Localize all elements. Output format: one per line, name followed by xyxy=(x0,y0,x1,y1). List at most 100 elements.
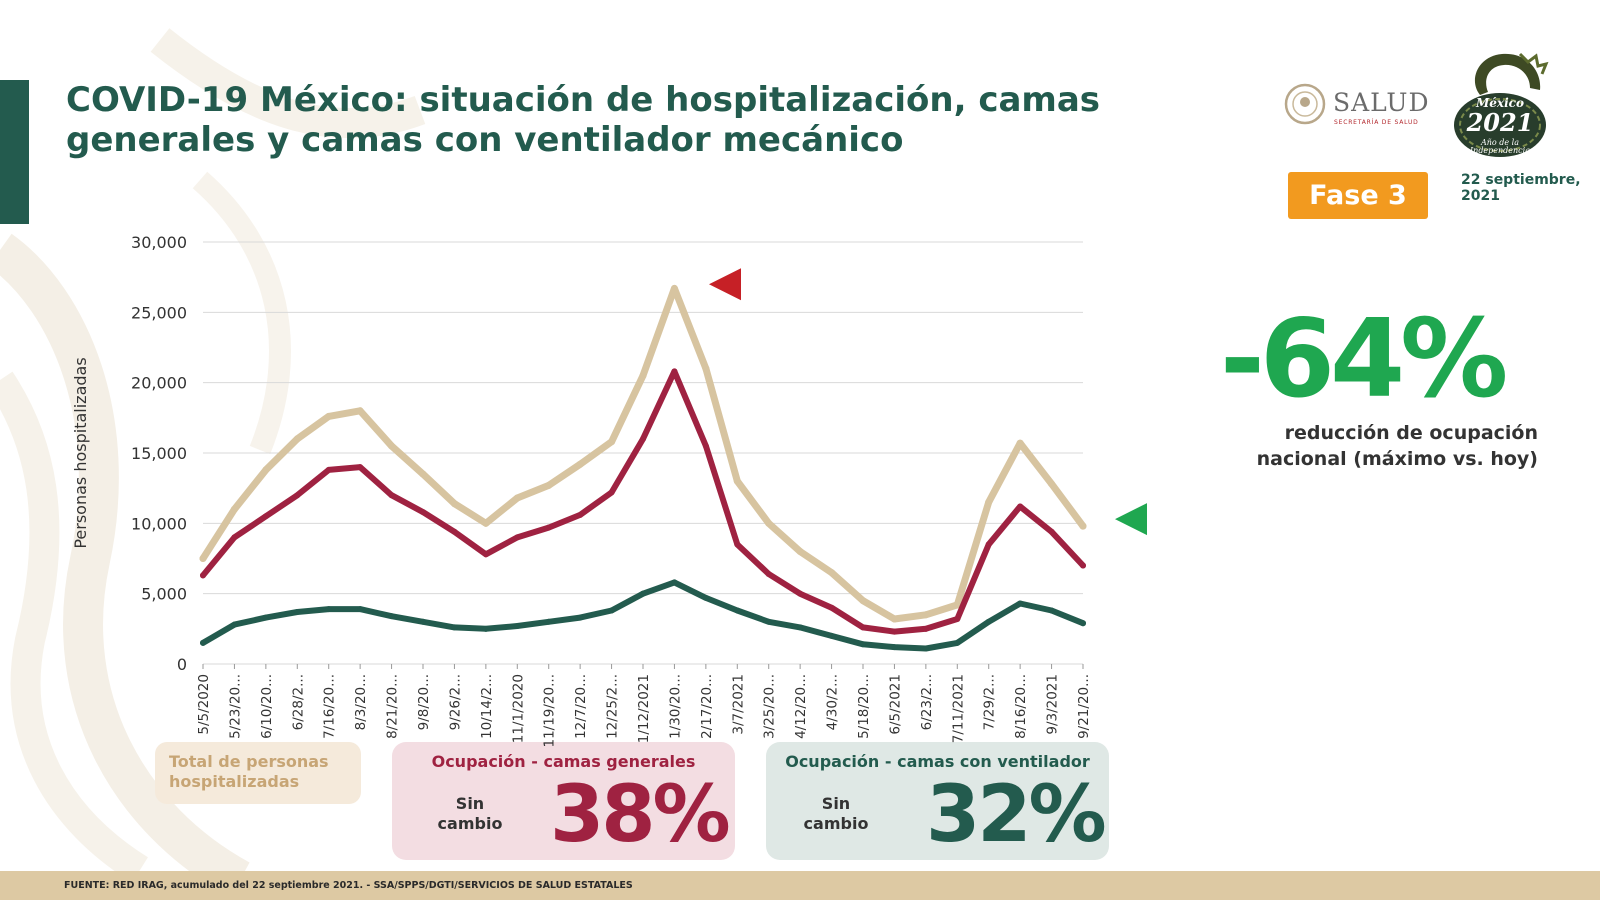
series-0-point xyxy=(702,365,710,373)
series-0-point xyxy=(230,505,238,513)
y-tick-label: 20,000 xyxy=(131,374,187,393)
series-1-point xyxy=(577,511,584,518)
series-1-point xyxy=(1017,503,1024,510)
series-1-point xyxy=(671,368,678,375)
x-tick-label: 12/25/2... xyxy=(605,674,621,739)
series-0-point xyxy=(450,500,458,508)
x-tick-label: 6/5/2021 xyxy=(887,674,903,735)
series-1-point xyxy=(922,625,929,632)
series-2-point xyxy=(608,607,615,614)
footer: FUENTE: RED IRAG, acumulado del 22 septi… xyxy=(0,871,1600,900)
series-1-point xyxy=(1080,562,1086,569)
series-1-point xyxy=(482,551,489,558)
series-0-point xyxy=(293,435,301,443)
card-general-value: 38% xyxy=(550,770,731,860)
series-0-point xyxy=(1016,439,1024,447)
series-1-point xyxy=(231,534,238,541)
card-general-title: Ocupación - camas generales xyxy=(431,752,696,771)
series-0-point xyxy=(419,470,427,478)
series-1-point xyxy=(640,435,646,442)
series-2-point xyxy=(797,624,804,631)
series-0-point xyxy=(545,481,553,489)
y-tick-label: 25,000 xyxy=(131,303,187,322)
card-ventilator-status: Sin cambio xyxy=(803,794,869,833)
series-2-point xyxy=(388,613,395,620)
kpi-description: reducción de ocupación nacional (máximo … xyxy=(1256,422,1538,470)
x-tick-label: 8/21/20... xyxy=(385,674,401,739)
x-tick-label: 5/18/20... xyxy=(856,674,872,739)
series-0-point xyxy=(670,284,678,292)
series-0-point xyxy=(765,519,773,527)
report-date: 22 septiembre, 2021 xyxy=(1461,172,1581,204)
series-0-point xyxy=(828,569,836,577)
x-tick-label: 4/12/20... xyxy=(793,674,809,739)
card-general-status: Sin cambio xyxy=(437,794,503,833)
series-0-point xyxy=(922,611,930,619)
series-0-point xyxy=(859,597,867,605)
series-0-point xyxy=(1048,480,1056,488)
series-2-point xyxy=(1080,620,1086,627)
x-tick-label: 2/17/20... xyxy=(699,674,715,739)
series-0-point xyxy=(262,466,270,474)
series-1-point xyxy=(828,604,835,611)
card-ventilator-title: Ocupación - camas con ventilador xyxy=(785,752,1090,771)
series-1-point xyxy=(954,615,961,622)
series-2-point xyxy=(860,641,866,648)
x-tick-label: 8/16/20... xyxy=(1013,674,1029,739)
series-1-point xyxy=(608,489,615,496)
phase-badge: Fase 3 xyxy=(1288,172,1428,219)
series-1-point xyxy=(451,528,458,535)
x-tick-label: 7/11/2021 xyxy=(950,674,966,743)
series-2-point xyxy=(765,618,772,625)
x-tick-label: 12/7/20... xyxy=(573,674,589,739)
salud-logo-subtext: SECRETARÍA DE SALUD xyxy=(1334,119,1419,126)
series-1-point xyxy=(1048,528,1055,535)
series-2-point xyxy=(357,606,364,613)
series-0-point xyxy=(482,519,490,527)
series-line-0 xyxy=(199,284,1087,623)
series-0-point xyxy=(639,372,647,380)
x-tick-label: 3/25/20... xyxy=(762,674,778,739)
series-0-point xyxy=(199,555,207,562)
series-1-point xyxy=(262,513,269,520)
x-tick-label: 3/7/2021 xyxy=(730,674,746,735)
series-0-point xyxy=(388,442,396,450)
series-1-point xyxy=(514,534,521,541)
series-2-point xyxy=(922,645,929,652)
y-axis-label: Personas hospitalizadas xyxy=(71,357,90,548)
card-ventilator-value: 32% xyxy=(926,770,1107,860)
series-2-point xyxy=(954,639,961,646)
x-tick-label: 11/1/2020 xyxy=(510,674,526,743)
series-1-point xyxy=(388,492,395,499)
x-tick-label: 10/14/2... xyxy=(479,674,495,739)
series-1-point xyxy=(420,509,426,516)
x-tick-label: 6/23/2... xyxy=(919,674,935,730)
series-0-point xyxy=(325,412,333,420)
x-tick-label: 9/21/20... xyxy=(1076,674,1092,739)
x-tick-label: 9/3/2021 xyxy=(1045,674,1061,735)
series-1-point xyxy=(357,464,364,471)
x-tick-label: 5/5/2020 xyxy=(196,674,212,735)
series-2-point xyxy=(420,618,426,625)
series-2-point xyxy=(734,607,741,614)
series-2-point xyxy=(985,618,992,625)
series-0-point xyxy=(985,498,993,506)
series-0-point xyxy=(513,494,521,502)
salud-logo: SALUD SECRETARÍA DE SALUD xyxy=(1283,82,1429,134)
today-marker xyxy=(1115,503,1147,536)
series-2-point xyxy=(451,624,458,631)
series-2-point xyxy=(702,594,709,601)
serpent-icon xyxy=(1454,52,1549,157)
series-2-point xyxy=(640,590,646,597)
x-tick-label: 9/26/2... xyxy=(447,674,463,730)
logo-year-text: 2021 xyxy=(1466,108,1534,137)
series-0-point xyxy=(796,547,804,555)
x-tick-label: 1/30/20... xyxy=(667,674,683,739)
y-tick-label: 15,000 xyxy=(131,444,187,463)
card-ventilator-beds: Ocupación - camas con ventilador Sin cam… xyxy=(766,742,1109,860)
series-2-point xyxy=(671,579,678,586)
mexico-2021-logo: México 2021 Año de la Independencia xyxy=(1450,50,1550,160)
coat-of-arms-icon xyxy=(1284,83,1326,125)
series-1-point xyxy=(545,524,552,531)
